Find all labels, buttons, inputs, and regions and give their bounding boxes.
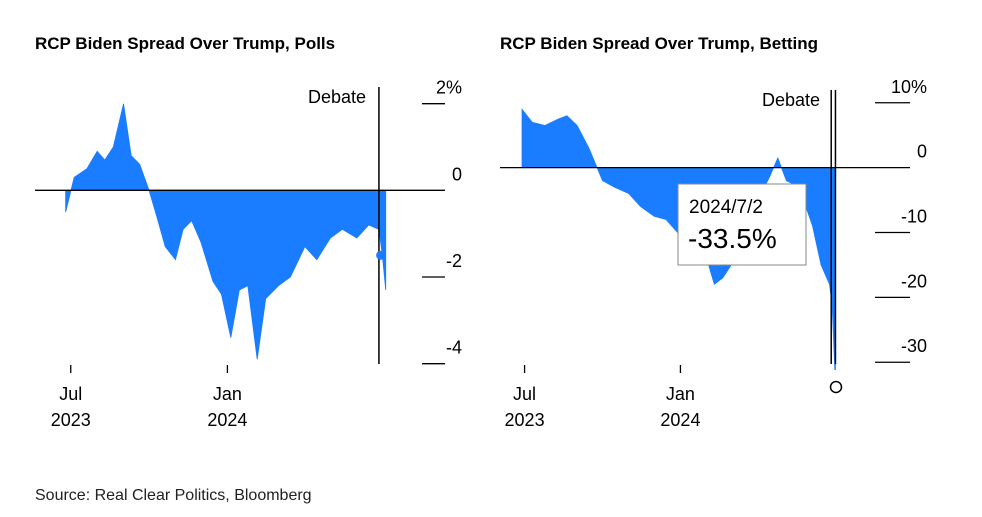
x-tick-label: 2024: [660, 410, 700, 430]
x-tick-label: 2023: [505, 410, 545, 430]
plot: [65, 103, 387, 360]
area: [65, 103, 387, 360]
tooltip-value: -33.5%: [688, 223, 777, 254]
chart-title: RCP Biden Spread Over Trump, Betting: [500, 34, 818, 53]
x-tick-label: 2024: [207, 410, 247, 430]
y-tick-label: 2%: [436, 78, 462, 98]
x-tick-label: 2023: [51, 410, 91, 430]
tooltip-date: 2024/7/2: [689, 197, 763, 218]
y-tick-label: -20: [901, 271, 927, 291]
annotation: Debate: [762, 90, 820, 110]
x-tick-label: Jan: [666, 384, 695, 404]
y-tick-label: -10: [901, 206, 927, 226]
y-tick-label: 0: [452, 164, 462, 184]
chart-title: RCP Biden Spread Over Trump, Polls: [35, 34, 335, 53]
x-tick-label: Jan: [213, 384, 242, 404]
y-tick-label: 10%: [891, 77, 927, 97]
y-tick-label: 0: [917, 142, 927, 162]
highlight-dot: [376, 250, 386, 260]
x-tick-label: Jul: [59, 384, 82, 404]
y-tick-label: -2: [446, 251, 462, 271]
source: Source: Real Clear Politics, Bloomberg: [35, 487, 312, 504]
x-tick-label: Jul: [513, 384, 536, 404]
tooltip-box: [677, 183, 807, 266]
y-tick-label: -4: [446, 338, 462, 358]
annotation: Debate: [308, 87, 366, 107]
off-scale-marker: [829, 380, 843, 394]
y-tick-label: -30: [901, 336, 927, 356]
